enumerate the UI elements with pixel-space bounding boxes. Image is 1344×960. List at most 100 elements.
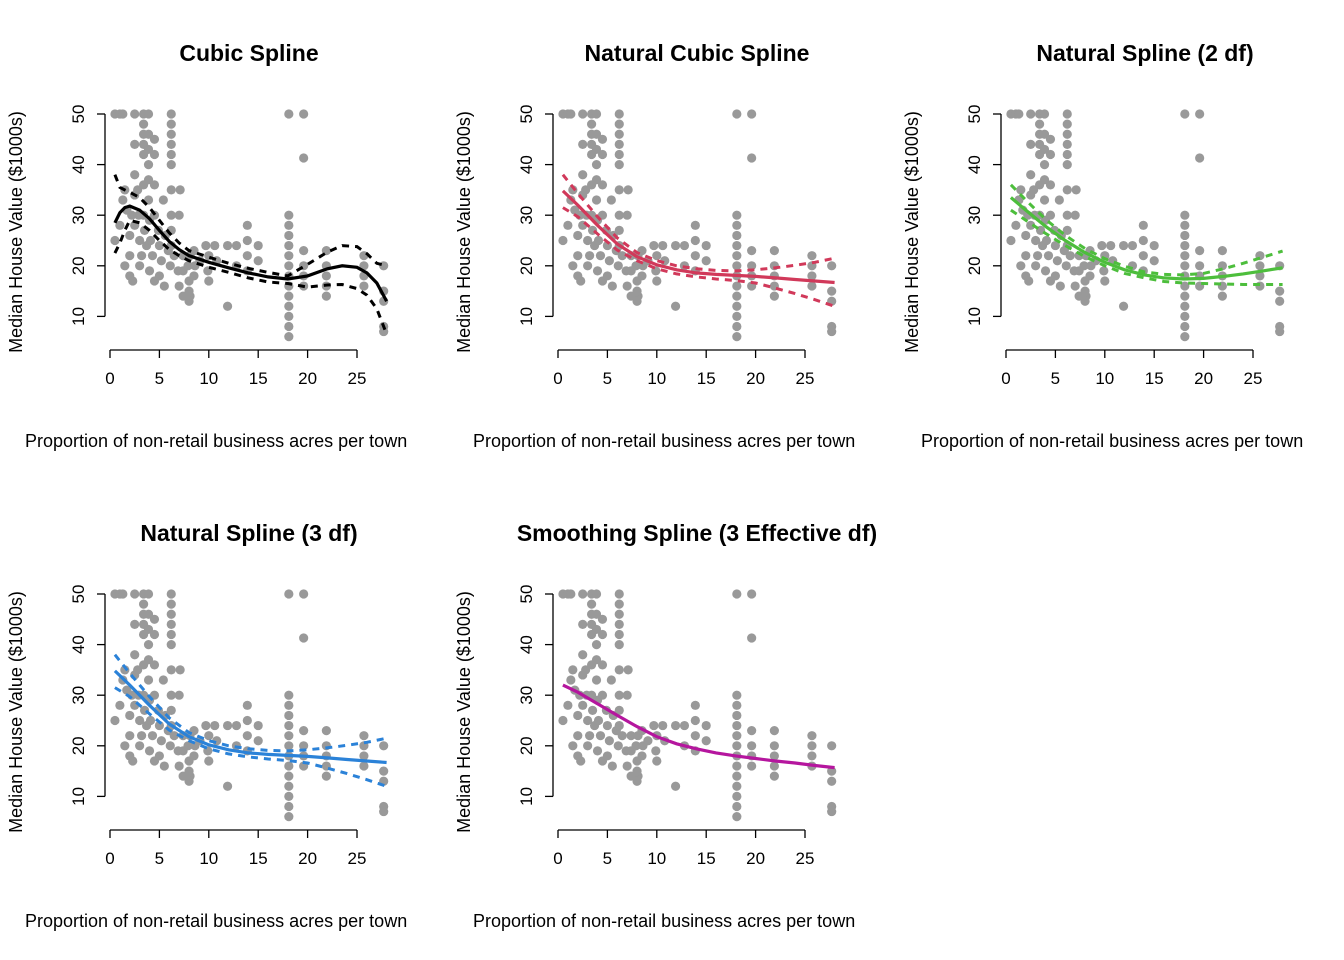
x-tick-label: 25	[1244, 369, 1263, 388]
data-point	[614, 665, 624, 675]
data-point	[732, 311, 742, 321]
data-point	[591, 195, 602, 205]
data-point	[149, 629, 160, 640]
data-point	[120, 261, 130, 271]
panel-2: Natural Cubic Spline 0 5 10 15 20 25 10 20 30 40 50…	[454, 40, 855, 451]
data-point	[189, 271, 199, 281]
data-point	[231, 720, 242, 731]
data-point	[1180, 109, 1190, 119]
data-point	[159, 281, 169, 291]
data-point	[222, 720, 233, 731]
data-point	[166, 599, 176, 609]
data-point	[158, 195, 168, 205]
data-point	[1195, 153, 1205, 163]
data-point	[591, 109, 602, 119]
data-point	[732, 812, 742, 822]
data-point	[1041, 235, 1052, 246]
data-point	[769, 246, 779, 256]
data-point	[242, 715, 252, 726]
data-point	[769, 291, 779, 301]
data-point	[169, 731, 179, 741]
scatter-points	[1006, 109, 1285, 342]
data-point	[1138, 220, 1148, 230]
data-point	[597, 180, 608, 190]
y-tick-label: 50	[965, 105, 984, 124]
data-point	[606, 675, 616, 685]
x-tick-label: 15	[1145, 369, 1164, 388]
data-point	[827, 326, 837, 337]
data-point	[125, 251, 135, 261]
data-point	[379, 766, 389, 776]
data-point	[144, 266, 155, 276]
x-tick-label: 0	[1001, 369, 1010, 388]
data-point	[174, 281, 184, 291]
data-point	[1180, 261, 1190, 271]
data-point	[284, 109, 294, 119]
data-point	[130, 619, 140, 629]
data-point	[585, 251, 595, 261]
data-point	[189, 246, 199, 256]
data-point	[253, 256, 263, 266]
data-point	[204, 731, 214, 741]
data-point	[747, 261, 757, 271]
data-point	[284, 720, 294, 731]
data-point	[145, 715, 156, 726]
data-point	[807, 741, 817, 751]
data-point	[597, 134, 608, 144]
data-point	[189, 751, 199, 761]
data-point	[690, 731, 700, 741]
data-point	[1149, 240, 1159, 251]
panel-1: Cubic Spline 0 5 10 15 20 25 10 20 30 40 50 Proporti…	[6, 40, 407, 451]
panel-title: Natural Cubic Spline	[585, 40, 810, 66]
data-point	[284, 311, 294, 321]
data-point	[1180, 311, 1190, 321]
data-point	[591, 640, 602, 650]
data-point	[1255, 281, 1265, 291]
data-point	[576, 276, 586, 286]
data-point	[1079, 261, 1089, 271]
data-point	[637, 751, 647, 761]
data-point	[732, 791, 742, 802]
panel-5: Smoothing Spline (3 Effective df) 0 5 10 15 2…	[454, 520, 877, 931]
data-point	[166, 210, 176, 220]
data-point	[690, 700, 700, 710]
data-point	[166, 129, 176, 139]
data-point	[592, 746, 603, 756]
data-point	[135, 235, 145, 246]
data-point	[602, 720, 613, 731]
data-point	[1062, 119, 1072, 129]
data-point	[284, 321, 294, 332]
data-point	[1043, 251, 1054, 261]
data-point	[658, 720, 668, 731]
y-tick-label: 40	[69, 635, 88, 654]
x-tick-label: 5	[155, 849, 164, 868]
data-point	[1061, 261, 1071, 271]
data-point	[732, 210, 742, 220]
data-point	[1085, 271, 1095, 281]
data-point	[602, 751, 613, 761]
data-point	[1080, 296, 1090, 306]
data-point	[807, 751, 817, 761]
data-point	[651, 746, 661, 756]
data-point	[732, 589, 742, 599]
x-axis-label: Proportion of non-retail business acres …	[473, 911, 855, 931]
panel-title: Cubic Spline	[179, 40, 318, 66]
data-point	[607, 761, 617, 771]
x-tick-label: 10	[647, 849, 666, 868]
data-point	[747, 726, 757, 736]
y-axis-label: Median House Value ($1000s)	[454, 111, 474, 353]
data-point	[321, 291, 331, 301]
data-point	[597, 690, 608, 700]
y-axis: 10 20 30 40 50	[69, 585, 106, 806]
data-point	[1014, 109, 1024, 119]
data-point	[566, 589, 576, 599]
data-point	[115, 700, 125, 710]
data-point	[732, 281, 742, 291]
data-point	[614, 225, 624, 235]
upper-band-line	[113, 174, 387, 278]
data-point	[321, 771, 331, 781]
data-point	[1034, 119, 1045, 129]
data-point	[110, 235, 120, 246]
data-point	[747, 761, 757, 771]
data-point	[1180, 210, 1190, 220]
